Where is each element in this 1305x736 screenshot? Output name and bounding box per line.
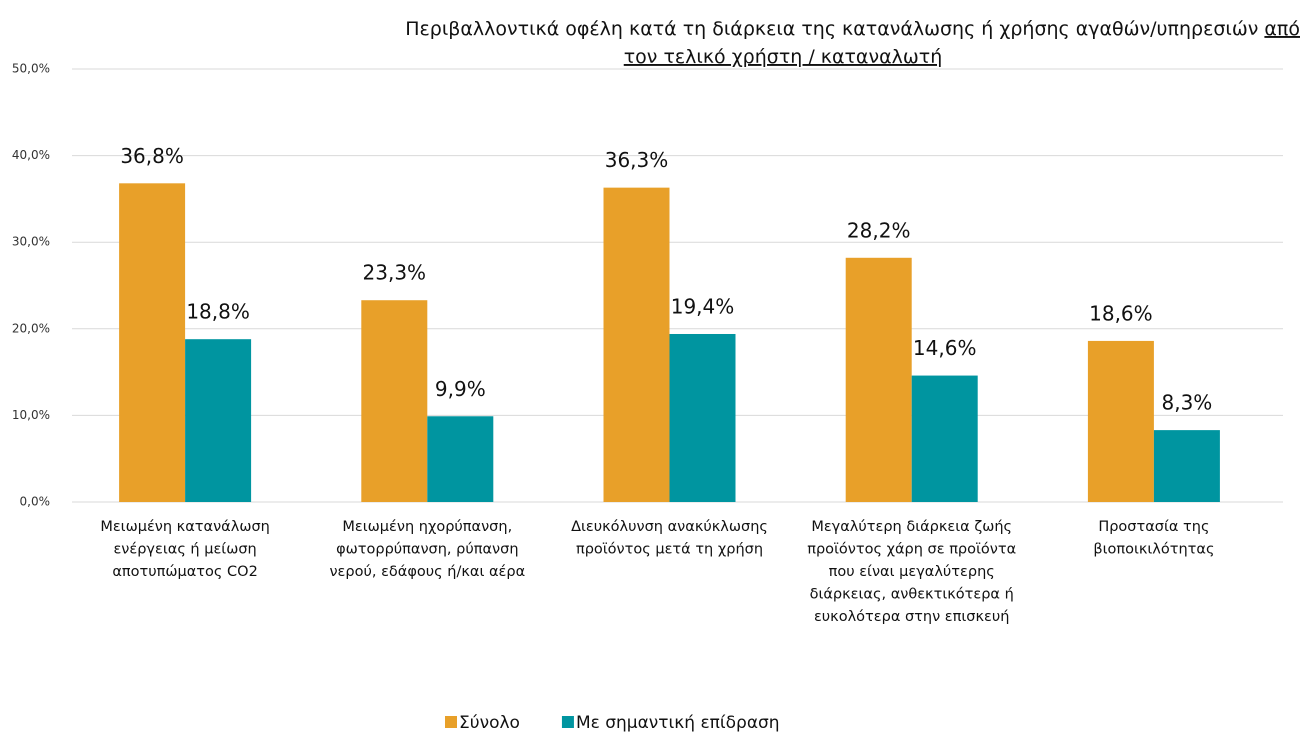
bar [845, 257, 912, 502]
value-label: 14,6% [913, 336, 977, 360]
legend-label: Σύνολο [459, 713, 520, 733]
x-tick-label: Μειωμένη κατανάλωση [100, 519, 270, 535]
bar [361, 300, 428, 502]
title-segment: Περιβαλλοντικά οφέλη κατά τη διάρκεια τη… [405, 18, 1264, 40]
bar [1087, 340, 1154, 502]
bar [119, 183, 186, 502]
bar [1153, 430, 1220, 502]
value-label: 19,4% [671, 294, 735, 318]
legend-label: Με σημαντική επίδραση [576, 713, 780, 733]
y-tick-label: 40,0% [12, 148, 50, 162]
value-label: 28,2% [847, 218, 911, 242]
x-tick-label: Προστασία της [1098, 519, 1209, 535]
x-tick-label: προϊόντος χάρη σε προϊόντα [807, 542, 1016, 558]
x-tick-label: Μειωμένη ηχορύπανση, [342, 519, 512, 535]
x-tick-label: Μεγαλύτερη διάρκεια ζωής [811, 519, 1012, 535]
value-label: 8,3% [1161, 391, 1212, 415]
y-tick-label: 20,0% [12, 321, 50, 335]
chart-title: Περιβαλλοντικά οφέλη κατά τη διάρκεια τη… [405, 18, 1300, 40]
bar [911, 375, 978, 502]
x-tick-label: που είναι μεγαλύτερης [829, 564, 995, 580]
bar [185, 339, 252, 502]
x-tick-label: Διευκόλυνση ανακύκλωσης [571, 519, 768, 535]
title-segment: τον τελικό χρήστη / καταναλωτή [624, 46, 943, 68]
value-label: 36,8% [120, 144, 184, 168]
bar [427, 416, 494, 502]
bar [603, 187, 670, 502]
y-tick-label: 30,0% [12, 235, 50, 249]
legend-swatch [561, 716, 574, 728]
chart-title: τον τελικό χρήστη / καταναλωτή [624, 46, 943, 68]
y-tick-label: 10,0% [12, 408, 50, 422]
x-tick-label: φωτορρύπανση, ρύπανση [336, 542, 518, 558]
title-segment: από [1264, 18, 1300, 40]
value-label: 36,3% [605, 148, 669, 172]
x-tick-label: ευκολότερα στην επισκευή [814, 609, 1009, 625]
value-label: 18,8% [186, 300, 250, 324]
x-tick-label: διάρκειας, ανθεκτικότερα ή [810, 587, 1014, 603]
x-tick-label: βιοποικιλότητας [1093, 542, 1214, 558]
value-label: 9,9% [435, 377, 486, 401]
x-tick-label: νερού, εδάφους ή/και αέρα [329, 564, 525, 580]
bar [669, 333, 736, 502]
x-tick-label: ενέργειας ή μείωση [113, 542, 256, 558]
x-tick-label: αποτυπώματος CO2 [112, 564, 257, 580]
legend-swatch [445, 716, 457, 728]
y-tick-label: 50,0% [12, 62, 50, 76]
value-label: 23,3% [363, 261, 427, 285]
value-label: 18,6% [1089, 301, 1153, 325]
x-tick-label: προϊόντος μετά τη χρήση [576, 542, 763, 558]
y-tick-label: 0,0% [20, 495, 51, 509]
